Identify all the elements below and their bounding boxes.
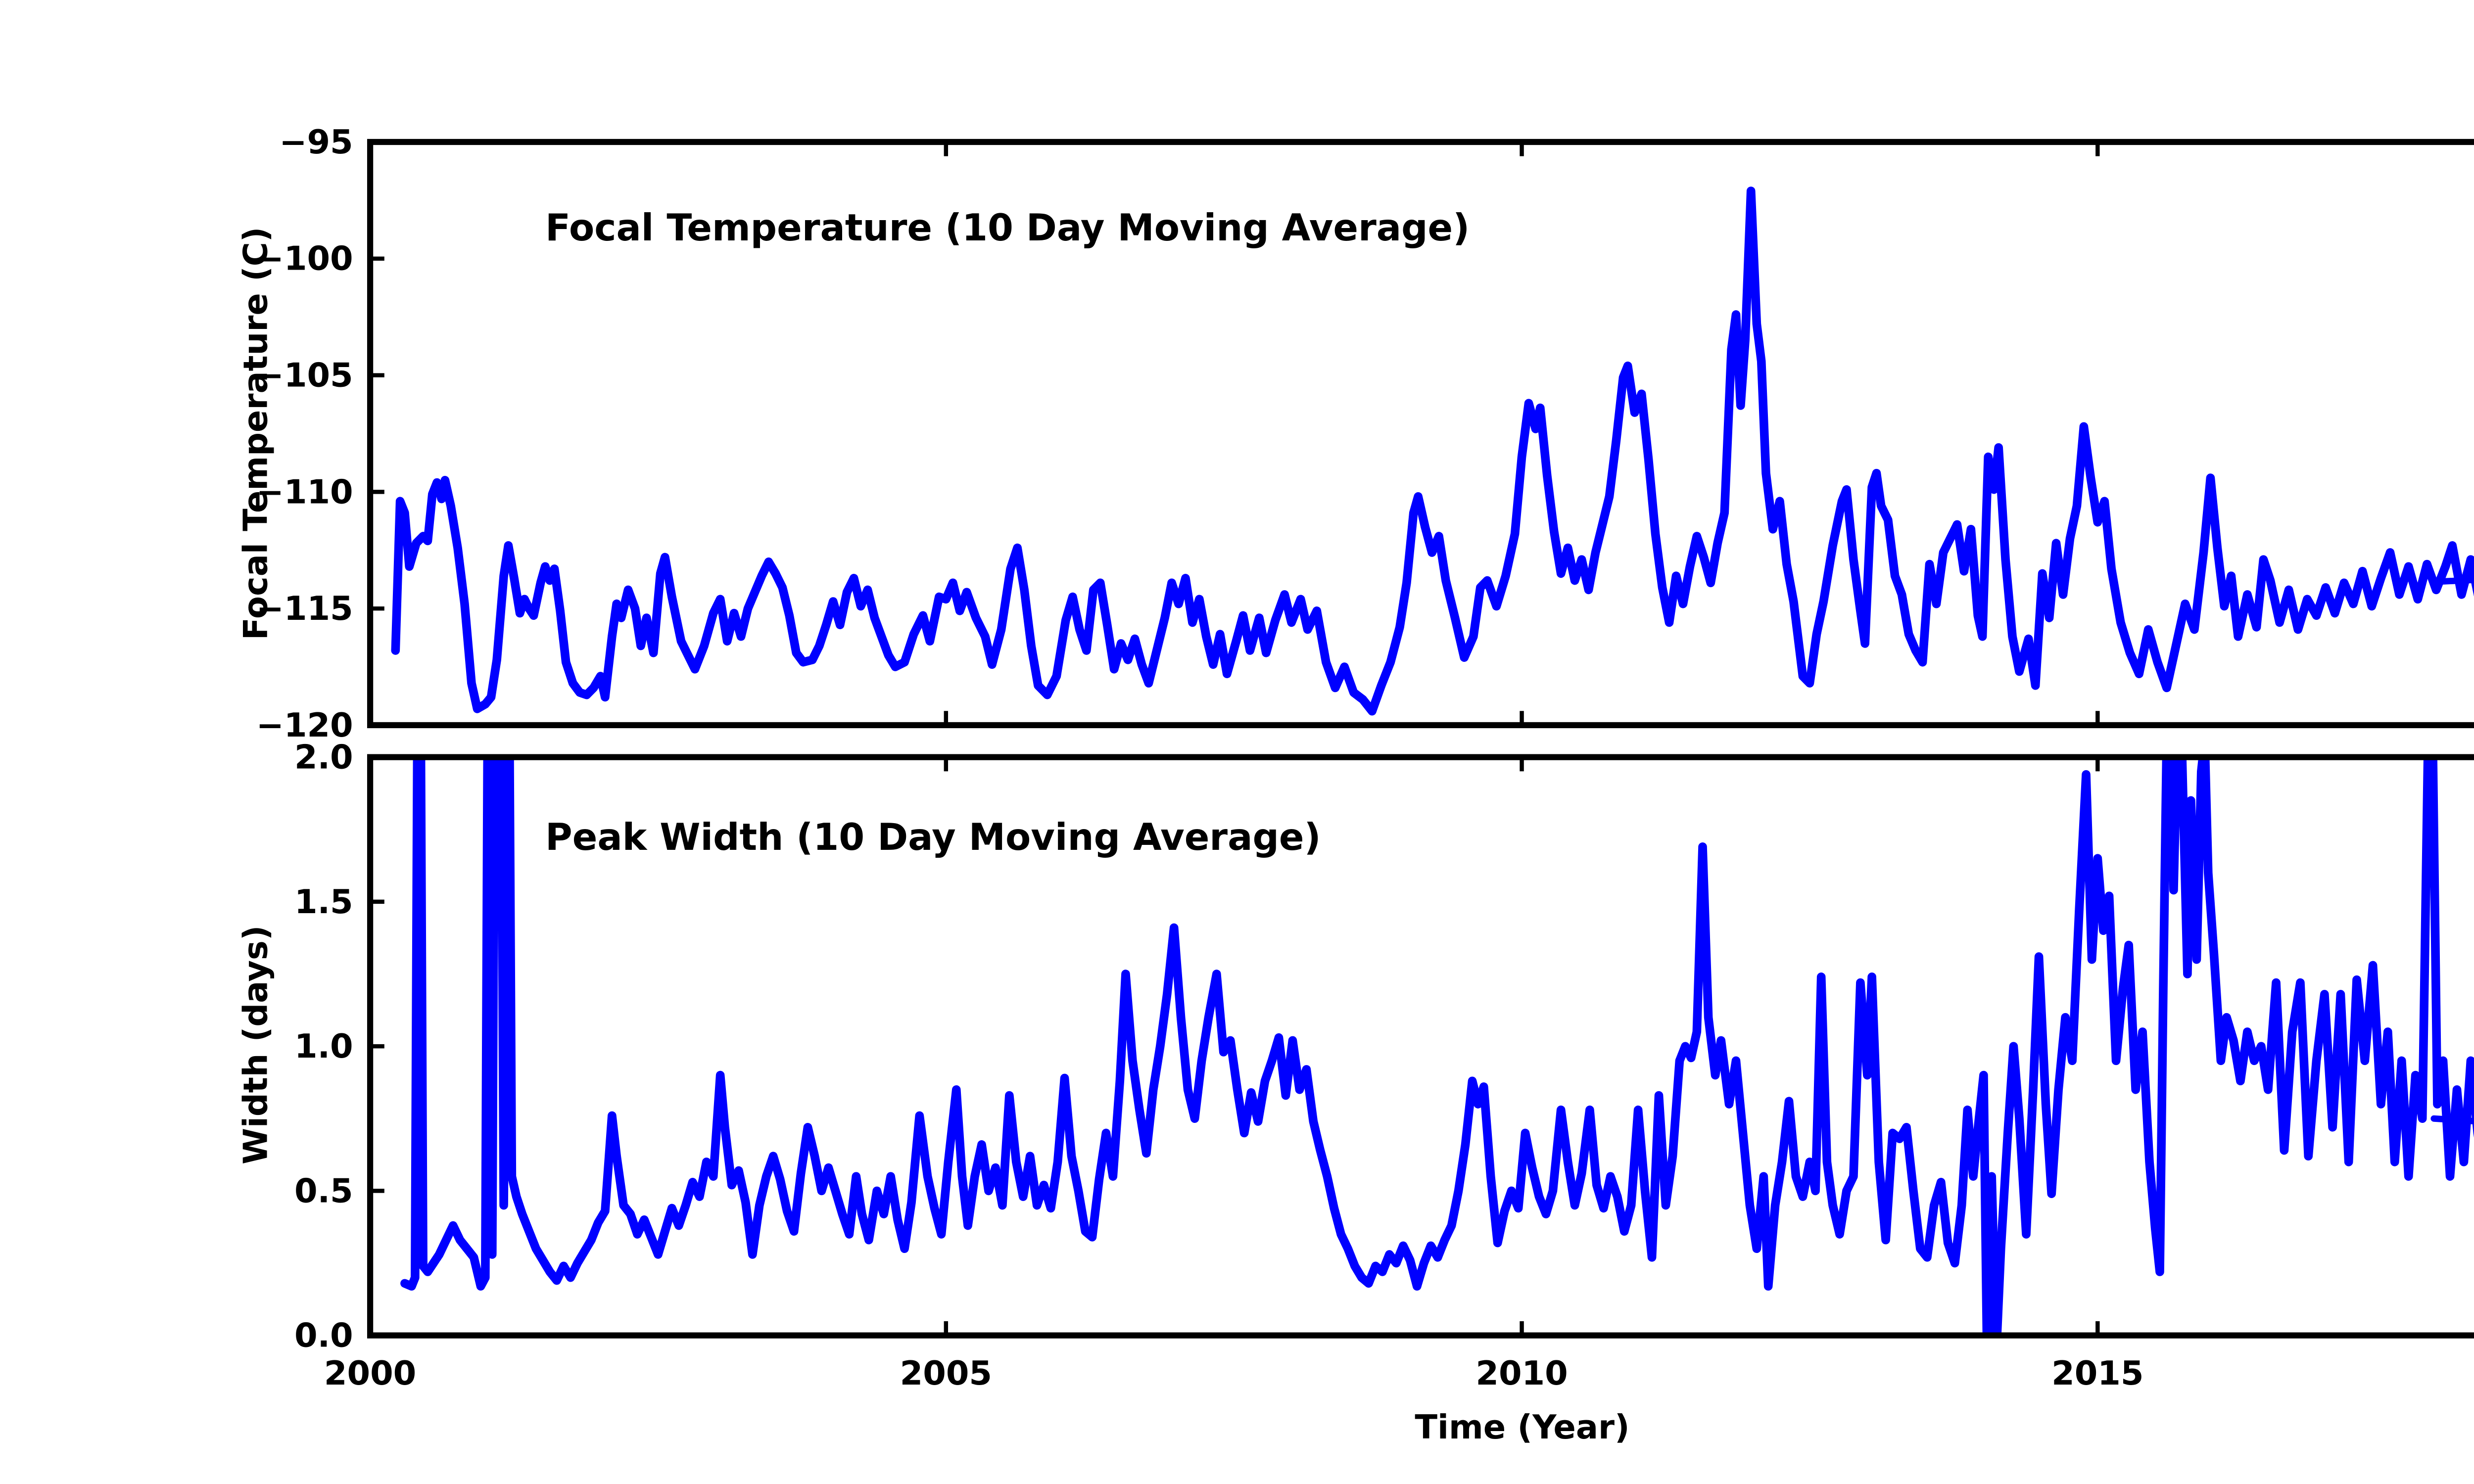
bottom-panel: 0.00.51.01.52.020002005201020152020 Peak… [237, 738, 2474, 1446]
y-tick-label: −115 [256, 589, 353, 628]
focal-temperature-10day-avg-line [391, 186, 2474, 716]
top-panel: −95 −100 −105 −110 −115 −120 Focal Temperatur… [237, 123, 2474, 744]
y-tick-label: 2.0 [294, 738, 353, 777]
y-tick-label: 0.0 [294, 1316, 353, 1355]
x-axis-label: Time (Year) [1415, 1408, 1629, 1446]
x-tick-label: 2015 [2051, 1354, 2143, 1392]
gap-interpolation-segment-line [2434, 576, 2474, 585]
bottom-panel-ylabel: Width (days) [237, 926, 275, 1164]
x-tick-label: 2010 [1475, 1354, 1568, 1392]
y-tick-label: −120 [256, 706, 353, 744]
y-tick-label: 0.5 [294, 1171, 353, 1210]
y-tick-label: −110 [256, 472, 353, 511]
y-tick-label: −95 [279, 123, 353, 161]
x-tick-label: 2000 [324, 1354, 416, 1392]
bottom-panel-title: Peak Width (10 Day Moving Average) [545, 816, 1321, 859]
gap-interpolation-segment-line [2430, 1115, 2474, 1124]
x-tick-label: 2005 [900, 1354, 992, 1392]
y-tick-label: −100 [256, 239, 353, 278]
top-panel-ylabel: Focal Temperature (C) [237, 227, 275, 640]
y-tick-label: −105 [256, 356, 353, 395]
y-tick-label: 1.0 [294, 1027, 353, 1066]
y-tick-label: 1.5 [294, 882, 353, 921]
peak-width-10day-avg-line [400, 757, 2474, 1336]
top-panel-title: Focal Temperature (10 Day Moving Average… [545, 206, 1470, 249]
